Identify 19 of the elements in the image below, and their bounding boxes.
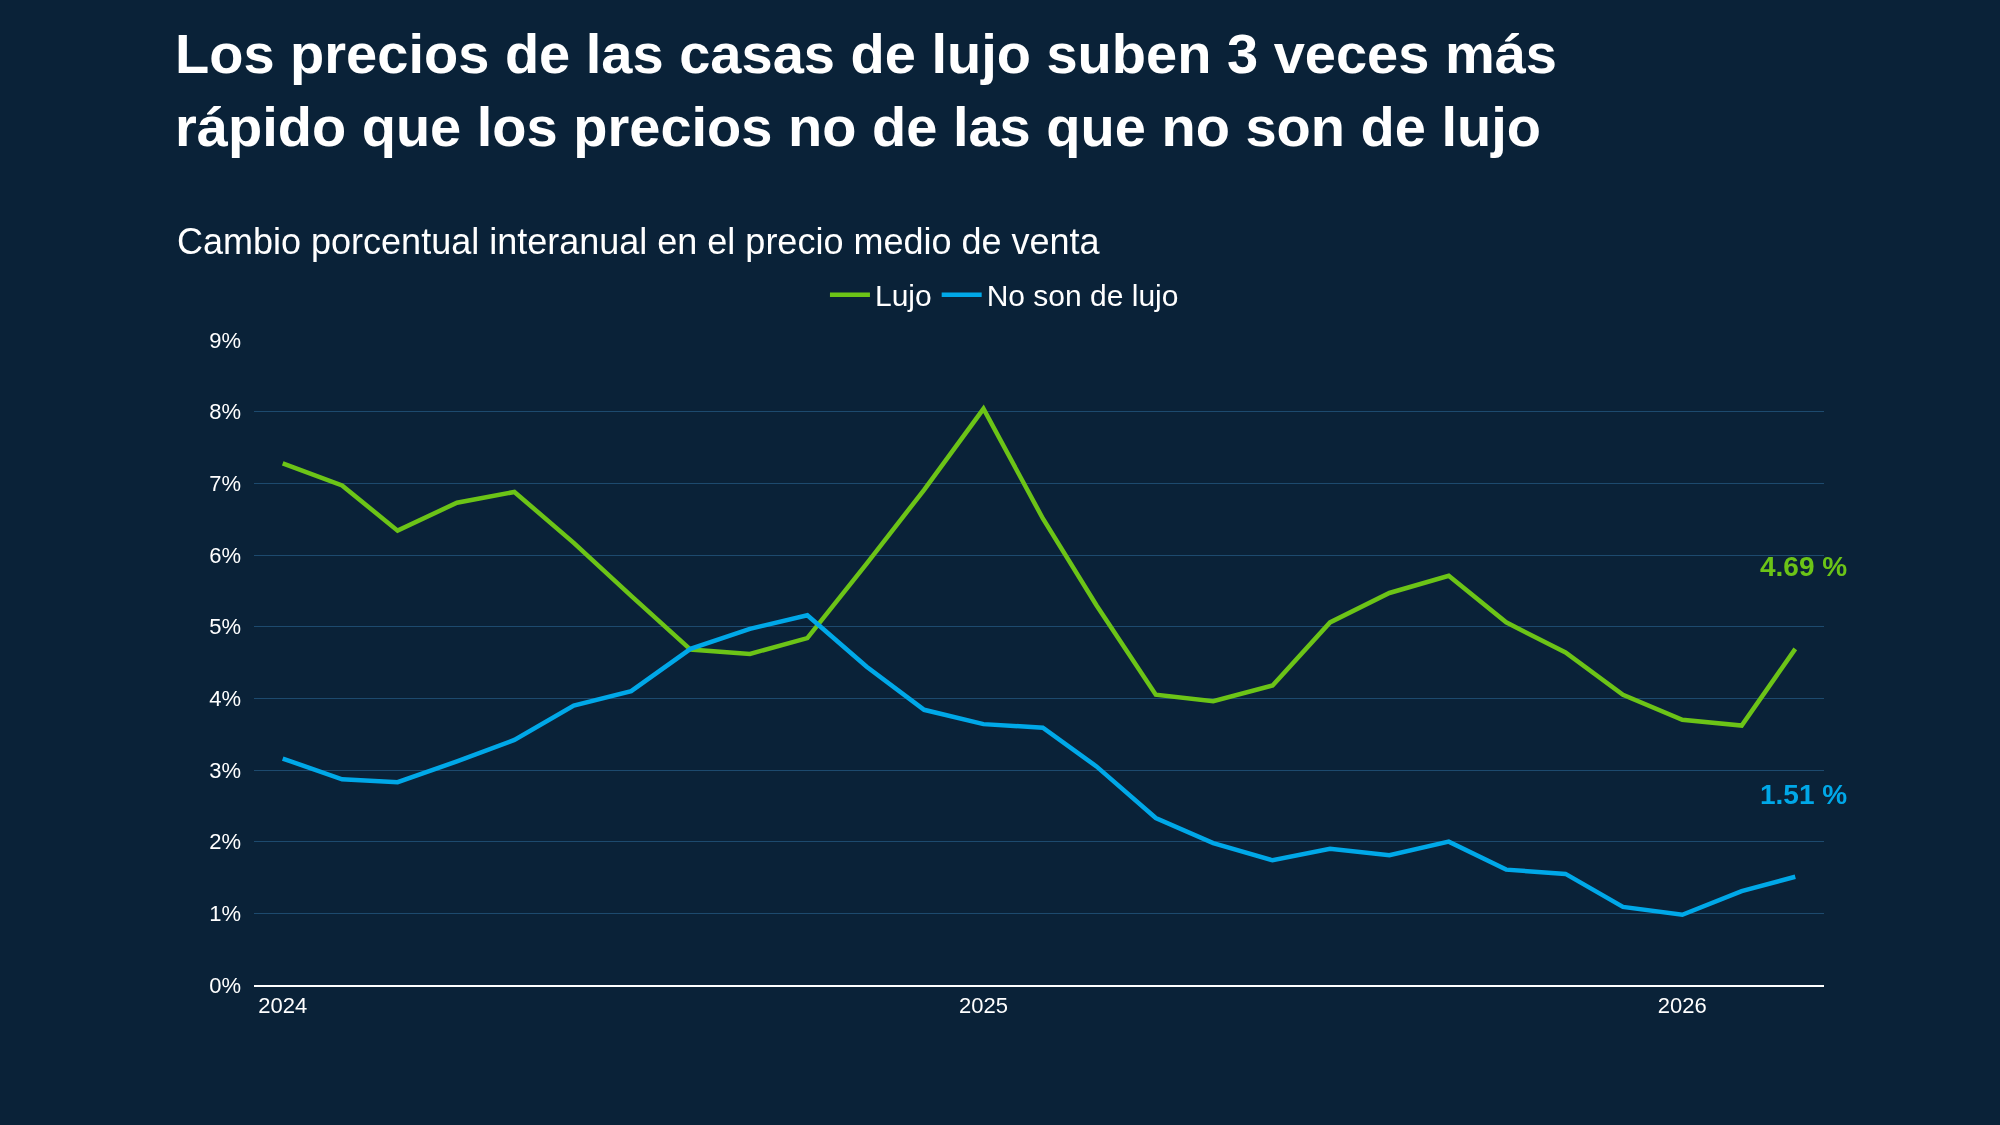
y-tick-label: 6% [209,542,241,568]
y-tick-label: 2% [209,829,241,855]
y-tick-label: 4% [209,686,241,712]
y-tick-label: 7% [209,471,241,497]
x-tick-label: 2025 [959,993,1008,1019]
annotation: 4.69 % [1760,551,1848,582]
legend-label: No son de lujo [986,279,1179,313]
y-tick-label: 5% [209,614,241,640]
y-tick-label: 0% [209,972,241,998]
chart-subtitle: Cambio porcentual interanual en el precio medio de venta [177,221,1101,262]
annotation: 1.51 % [1760,779,1848,810]
chart-title: Los precios de las casas de lujo suben 3 veces más rápido que los precios no de las que no son de lujo [175,22,1558,158]
y-tick-label: 1% [209,901,241,927]
y-tick-label: 3% [209,757,241,783]
y-tick-label: 9% [209,327,241,353]
x-tick-label: 2024 [258,993,308,1019]
x-tick-label: 2026 [1657,993,1707,1019]
legend-label: Lujo [874,279,932,313]
y-tick-label: 8% [209,399,241,425]
